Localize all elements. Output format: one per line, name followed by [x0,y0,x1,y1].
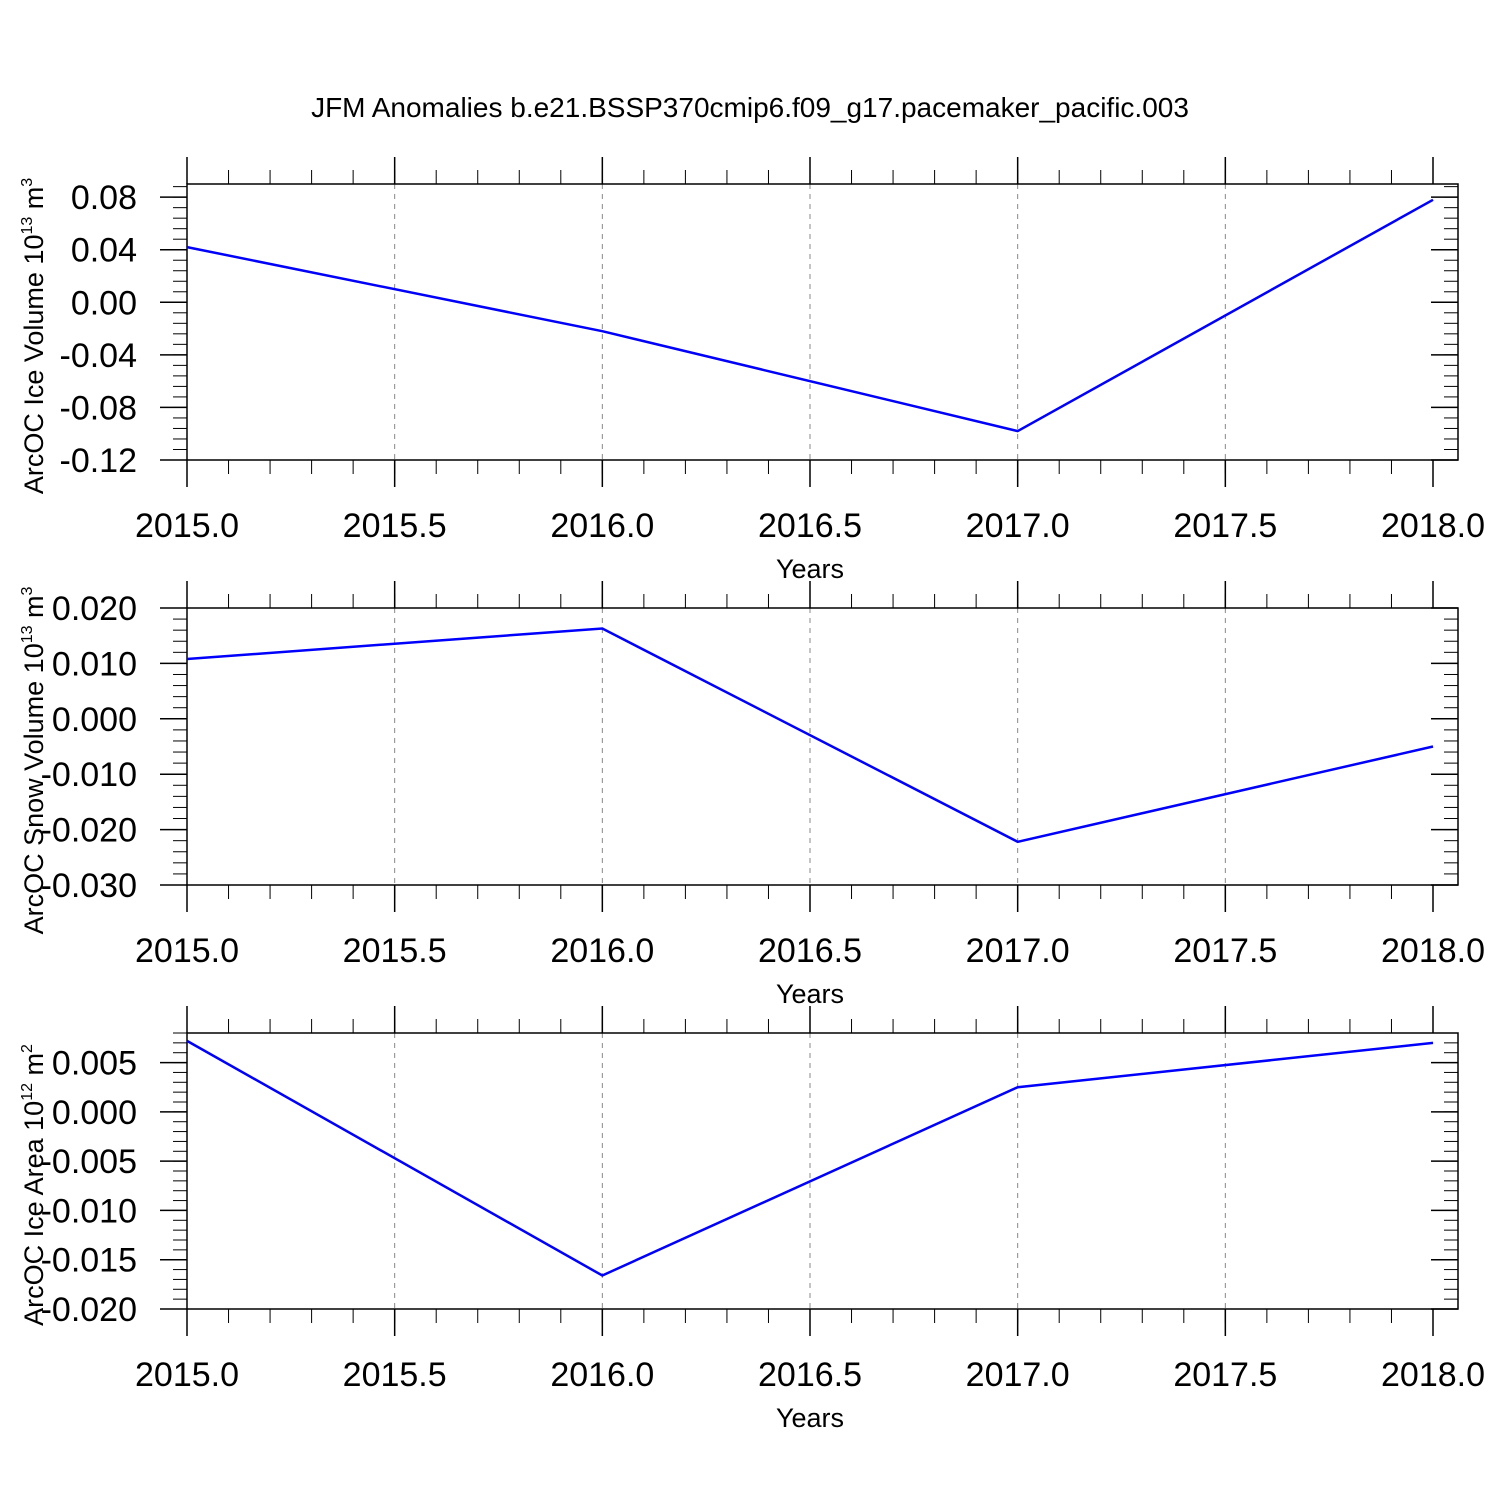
y-tick-label: -0.010 [41,1192,137,1230]
y-axis-title: ArcOC Ice Volume 1013 m3 [19,178,49,494]
panels: 2015.0 2015.5 2016.0 2016.5 2017.0 2017.5 2018… [19,157,1485,1433]
x-tick-label: 2017.0 [966,932,1070,970]
series-line [186,627,1434,844]
x-tick-label: 2015.5 [343,507,447,545]
y-tick-label: 0.04 [71,232,137,270]
x-tick-label: 2017.5 [1173,507,1277,545]
y-tick-label: 0.000 [52,1094,137,1132]
y-tick-label: -0.005 [41,1143,137,1181]
y-axis-title: ArcOC Ice Area 1012 m2 [19,1044,49,1326]
x-tick-label: 2017.0 [966,507,1070,545]
plot-frame [186,1032,1459,1310]
series-line [186,1039,1434,1277]
chart-panel-1: 2015.0 2015.5 2016.0 2016.5 2017.0 2017.5 2018… [19,157,1485,584]
y-tick-label: 0.08 [71,179,137,217]
y-tick-label: -0.08 [60,389,138,427]
y-tick-label: -0.020 [41,1291,137,1329]
x-tick-label: 2018.0 [1381,932,1485,970]
x-tick-label: 2017.0 [966,1356,1070,1394]
x-tick-label: 2018.0 [1381,1356,1485,1394]
x-axis-title: Years [776,979,844,1009]
chart-panel-2: 2015.0 2015.5 2016.0 2016.5 2017.0 2017.5 2018… [19,581,1485,1009]
x-tick-label: 2016.0 [550,932,654,970]
x-tick-label: 2015.5 [343,1356,447,1394]
x-tick-label: 2018.0 [1381,507,1485,545]
plot-frame [186,183,1459,461]
y-tick-label: -0.12 [60,442,138,480]
y-tick-label: 0.00 [71,284,137,322]
x-tick-label: 2016.0 [550,1356,654,1394]
x-tick-label: 2016.5 [758,507,862,545]
x-tick-label: 2016.0 [550,507,654,545]
x-tick-label: 2016.5 [758,932,862,970]
plot-frame [186,607,1459,886]
x-axis-title: Years [776,1403,844,1433]
x-tick-label: 2015.0 [135,932,239,970]
x-tick-label: 2015.0 [135,507,239,545]
y-tick-label: 0.010 [52,645,137,683]
x-axis-title: Years [776,554,844,584]
x-tick-label: 2016.5 [758,1356,862,1394]
y-tick-label: 0.005 [52,1045,137,1083]
x-tick-label: 2015.0 [135,1356,239,1394]
y-tick-label: -0.010 [41,756,137,794]
y-tick-label: -0.015 [41,1242,137,1280]
x-tick-label: 2017.5 [1173,1356,1277,1394]
y-tick-label: 0.000 [52,701,137,739]
chart-panel-3: 2015.0 2015.5 2016.0 2016.5 2017.0 2017.5 2018… [19,1006,1485,1433]
x-tick-label: 2015.5 [343,932,447,970]
series-line [186,198,1434,433]
y-tick-label: -0.04 [60,337,138,375]
y-tick-label: -0.020 [41,812,137,850]
x-tick-label: 2017.5 [1173,932,1277,970]
y-tick-label: 0.020 [52,590,137,628]
y-axis-title: ArcOC Snow Volume 1013 m3 [19,586,49,934]
figure-title: JFM Anomalies b.e21.BSSP370cmip6.f09_g17… [311,92,1189,123]
y-tick-label: -0.030 [41,867,137,905]
